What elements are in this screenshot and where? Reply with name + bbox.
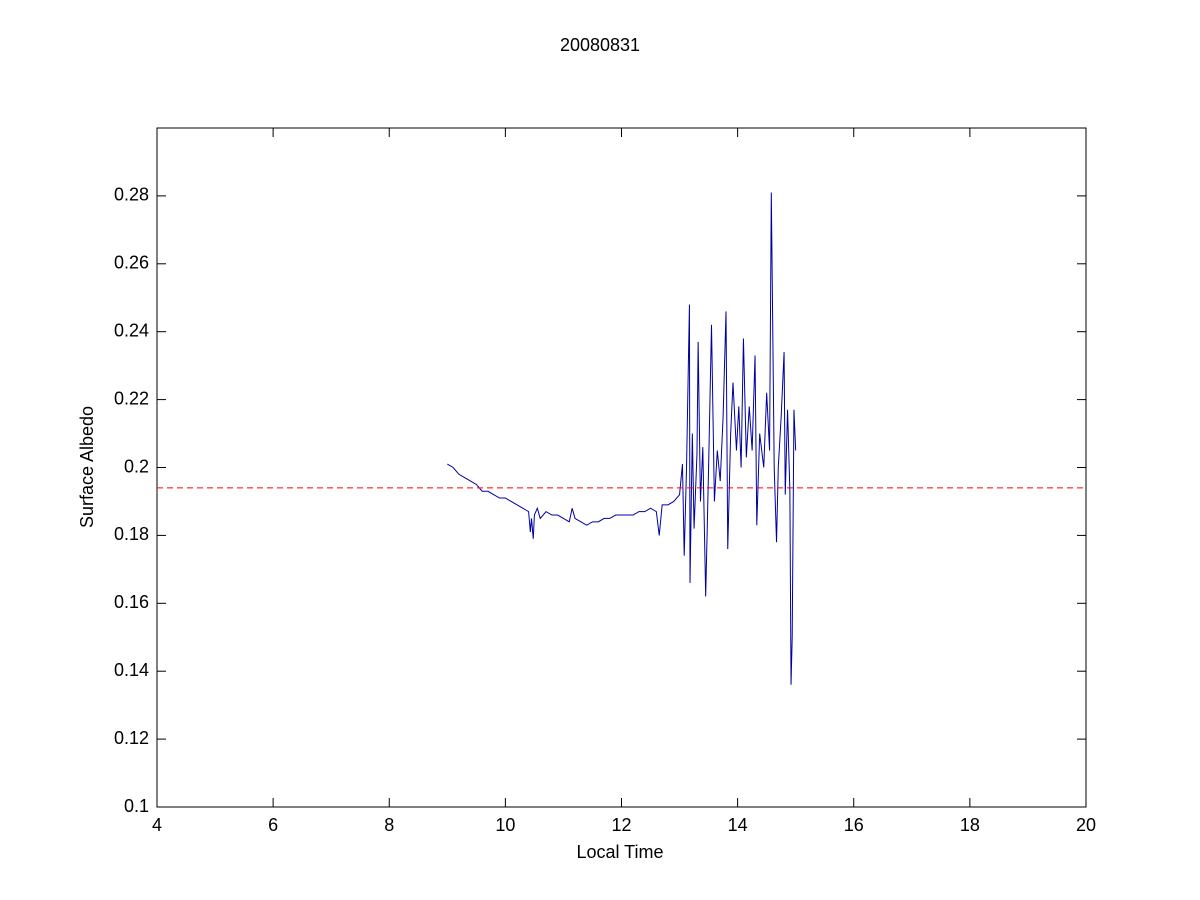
data-line — [447, 192, 797, 685]
x-tick-label: 4 — [152, 815, 162, 835]
y-tick-label: 0.2 — [124, 456, 149, 476]
x-tick-label: 16 — [844, 815, 864, 835]
x-tick-label: 18 — [960, 815, 980, 835]
x-tick-label: 10 — [495, 815, 515, 835]
x-tick-label: 20 — [1076, 815, 1096, 835]
chart-title: 20080831 — [560, 35, 640, 55]
x-axis-label: Local Time — [576, 842, 663, 862]
x-tick-label: 14 — [728, 815, 748, 835]
y-tick-label: 0.18 — [114, 524, 149, 544]
y-tick-label: 0.26 — [114, 253, 149, 273]
y-axis-label: Surface Albedo — [77, 406, 97, 528]
y-tick-label: 0.14 — [114, 660, 149, 680]
y-tick-label: 0.22 — [114, 388, 149, 408]
y-tick-label: 0.12 — [114, 728, 149, 748]
y-tick-label: 0.28 — [114, 185, 149, 205]
y-tick-label: 0.16 — [114, 592, 149, 612]
x-tick-label: 8 — [384, 815, 394, 835]
plot-area — [156, 127, 1087, 808]
x-tick-label: 6 — [268, 815, 278, 835]
x-tick-label: 12 — [611, 815, 631, 835]
y-tick-label: 0.24 — [114, 320, 149, 340]
y-tick-label: 0.1 — [124, 796, 149, 816]
